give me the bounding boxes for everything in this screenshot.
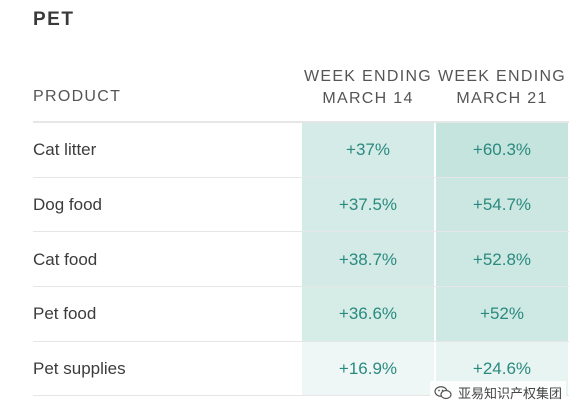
product-label: Pet food (33, 304, 97, 324)
table-cell: +36.6% (302, 287, 434, 342)
table-cell: +37% (302, 123, 434, 178)
product-label: Pet supplies (33, 359, 126, 379)
row-divider (33, 231, 569, 233)
table-row: +16.9% +24.6% Pet supplies (0, 341, 582, 397)
table-row: +37.5% +54.7% Dog food (0, 177, 582, 233)
column-header-product: PRODUCT (33, 88, 122, 105)
section-title: PET (33, 9, 75, 30)
header-divider (33, 121, 569, 123)
column-header-week-2: WEEK ENDING MARCH 21 (436, 66, 568, 110)
table-cell: +52.8% (436, 232, 568, 288)
table-cell: +52% (436, 287, 568, 342)
column-header-line: MARCH 14 (322, 90, 414, 107)
table-row: +36.6% +52% Pet food (0, 287, 582, 342)
column-header-line: WEEK ENDING (303, 68, 433, 85)
table-cell: +37.5% (302, 177, 434, 233)
product-label: Dog food (33, 195, 102, 215)
column-header-line: WEEK ENDING (437, 68, 567, 85)
table-row: +37% +60.3% Cat litter (0, 123, 582, 178)
wechat-icon (434, 385, 452, 399)
watermark-text: 亚易知识产权集团 (457, 386, 562, 401)
table-row: +38.7% +52.8% Cat food (0, 232, 582, 288)
column-header-line: MARCH 21 (456, 90, 548, 107)
row-divider (33, 176, 569, 178)
row-divider (33, 286, 569, 288)
table-cell: +54.7% (436, 177, 568, 233)
data-table: +37% +60.3% Cat litter +37.5% +54.7% Dog… (0, 123, 582, 397)
row-divider (33, 395, 569, 397)
table-cell: +60.3% (436, 123, 568, 178)
table-cell: +16.9% (302, 341, 434, 397)
product-label: Cat food (33, 249, 98, 269)
watermark: 亚易知识产权集团 (429, 381, 566, 404)
product-label: Cat litter (33, 140, 97, 160)
table-cell: +38.7% (302, 232, 434, 288)
row-divider (33, 340, 569, 342)
column-header-week-1: WEEK ENDING MARCH 14 (302, 66, 434, 110)
